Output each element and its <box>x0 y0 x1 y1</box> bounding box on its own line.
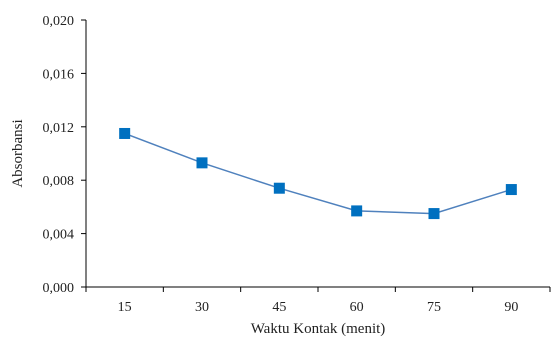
x-tick-label: 45 <box>272 300 286 315</box>
x-tick-label: 30 <box>195 300 209 315</box>
data-point <box>119 127 131 139</box>
y-tick-label: 0,008 <box>43 174 75 189</box>
plot-area: 0,000 0,004 0,008 0,012 0,016 0,020 15 30 45 60 7… <box>43 14 551 315</box>
y-tick-label: 0,012 <box>43 121 75 136</box>
data-point <box>273 182 285 194</box>
y-tick-label: 0,016 <box>43 67 75 82</box>
series-layer <box>119 127 517 220</box>
data-point <box>505 184 517 196</box>
x-tick-label: 15 <box>118 300 132 315</box>
series-line <box>124 132 512 215</box>
data-point <box>428 208 440 220</box>
x-tick-label: 60 <box>350 300 364 315</box>
y-tick-label: 0,020 <box>43 14 75 29</box>
y-tick-label: 0,000 <box>43 281 75 296</box>
data-point <box>196 157 208 169</box>
x-axis-title: Waktu Kontak (menit) <box>251 321 386 337</box>
y-tick-label: 0,004 <box>43 228 75 243</box>
x-tick-label: 90 <box>504 300 518 315</box>
y-axis-ticks: 0,000 0,004 0,008 0,012 0,016 0,020 <box>43 14 86 296</box>
x-axis-ticks: 15 30 45 60 75 90 <box>85 287 551 315</box>
x-tick-label: 75 <box>427 300 441 315</box>
y-axis-title: Absorbansi <box>10 119 26 187</box>
data-point <box>351 205 363 217</box>
